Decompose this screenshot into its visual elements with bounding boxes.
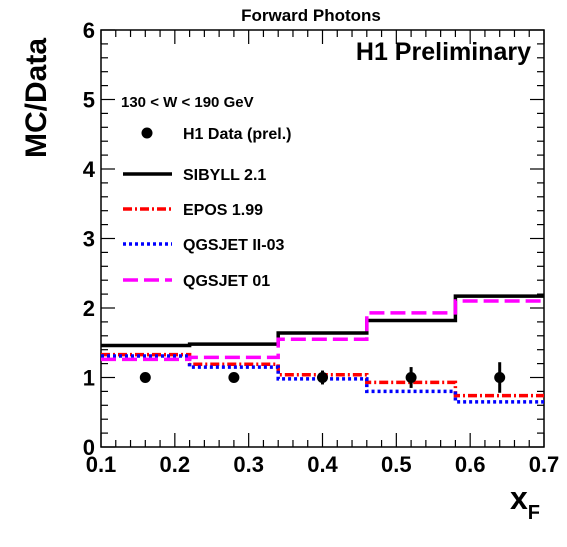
data-point [317, 372, 328, 383]
data-point [228, 372, 240, 383]
x-tick-label: 0.6 [455, 452, 486, 477]
y-axis-label: MC/Data [20, 38, 53, 158]
series-qgsjet-01 [101, 299, 544, 362]
x-tick-label: 0.1 [86, 452, 117, 477]
legend-label: QGSJET II-03 [183, 237, 284, 254]
legend-label: H1 Data (prel.) [183, 126, 291, 143]
data-point [494, 372, 506, 383]
x-tick-label: 0.3 [233, 452, 264, 477]
y-tick-label: 6 [83, 18, 95, 43]
y-tick-label: 5 [83, 88, 95, 113]
y-tick-label: 1 [83, 366, 95, 391]
x-axis-label: xF [510, 480, 540, 524]
data-point [405, 372, 417, 383]
legend-label: QGSJET 01 [183, 273, 270, 290]
legend-label: EPOS 1.99 [183, 202, 263, 219]
x-tick-label: 0.7 [529, 452, 560, 477]
x-tick-label: 0.4 [307, 452, 338, 477]
legend: H1 Data (prel.) SIBYLL 2.1 EPOS 1.99 QGSJET… [123, 126, 291, 290]
legend-label: SIBYLL 2.1 [183, 167, 266, 184]
x-axis-label-subscript: F [528, 502, 540, 524]
y-tick-label: 0 [83, 435, 95, 460]
x-tick-label: 0.2 [160, 452, 191, 477]
cut-label: 130 < W < 190 GeV [121, 94, 254, 111]
legend-marker-data [141, 127, 153, 139]
plot-area: 0.1 0.2 0.3 0.4 0.5 0.6 0.7 0 1 2 3 4 5 6 [83, 18, 560, 477]
data-point [139, 372, 151, 383]
x-tick-label: 0.5 [381, 452, 412, 477]
x-axis-label-main: x [510, 480, 528, 516]
chart-title: Forward Photons [241, 6, 381, 25]
h1-preliminary-label: H1 Preliminary [356, 38, 531, 66]
y-tick-label: 3 [83, 227, 95, 252]
y-tick-label: 4 [83, 157, 96, 182]
y-tick-label: 2 [83, 296, 95, 321]
